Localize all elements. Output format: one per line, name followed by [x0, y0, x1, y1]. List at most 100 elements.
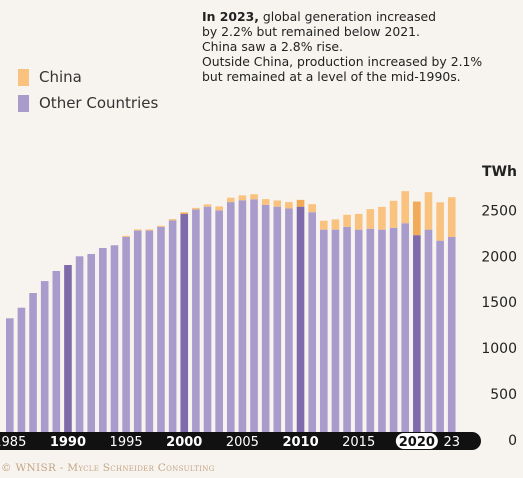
bar-other-1995 [122, 236, 130, 440]
bar-china-2005 [238, 195, 247, 201]
bar-other-2009 [285, 208, 293, 440]
bar-china-1999 [168, 219, 177, 221]
bar-china-2002 [203, 204, 212, 207]
bar-other-2012 [320, 229, 328, 440]
bar-other-2016 [366, 228, 375, 440]
x-label-1985: 1985 [0, 435, 26, 450]
bar-other-1998 [157, 226, 165, 440]
bar-other-1990 [64, 265, 72, 440]
bar-other-2014 [343, 226, 351, 440]
bar-other-2019 [401, 223, 410, 440]
bar-china-2016 [366, 209, 375, 229]
bar-other-1996 [133, 230, 142, 440]
bar-other-2005 [238, 200, 247, 440]
legend-label-china: China [39, 68, 82, 86]
bar-china-2004 [226, 197, 235, 203]
bar-china-2012 [320, 220, 328, 230]
bar-china-2008 [273, 200, 282, 207]
credit: © WNISR - Mycle Schneider Consulting [1, 462, 215, 474]
bar-other-1987 [29, 293, 37, 440]
bar-other-2011 [308, 212, 316, 440]
bar-other-2023 [447, 236, 456, 440]
x-label-1995: 1995 [110, 435, 143, 450]
legend-item-other: Other Countries [18, 90, 158, 116]
bar-china-1998 [157, 225, 165, 227]
bar-china-2009 [285, 202, 293, 209]
x-label-2010: 2010 [282, 435, 318, 450]
bar-other-2007 [261, 204, 270, 440]
bar-china-2000 [180, 212, 189, 215]
bar-other-2018 [389, 227, 398, 440]
bar-china-1995 [122, 235, 130, 237]
bar-other-1997 [145, 230, 154, 440]
bar-other-1999 [168, 220, 177, 440]
bar-china-2013 [331, 219, 340, 230]
bar-other-2015 [354, 229, 363, 440]
bar-china-2015 [354, 213, 363, 230]
bar-other-2008 [273, 206, 282, 440]
y-tick-2000: 2000 [481, 249, 517, 265]
bar-other-2001 [192, 209, 200, 440]
bar-other-1989 [52, 270, 61, 440]
y-tick-0: 0 [508, 433, 517, 449]
bar-china-2021 [424, 192, 433, 230]
x-label-2015: 2015 [342, 435, 375, 450]
bar-china-2014 [343, 214, 351, 227]
x-label-highlight-bg [395, 433, 438, 449]
bar-other-2003 [215, 210, 223, 440]
bar-other-1993 [99, 248, 107, 440]
bar-other-2017 [378, 229, 386, 440]
x-label-2005: 2005 [226, 435, 259, 450]
bar-china-2019 [401, 191, 410, 224]
bar-other-1985 [6, 318, 14, 440]
bar-other-2000 [180, 214, 189, 440]
legend: China Other Countries [18, 64, 158, 116]
legend-item-china: China [18, 64, 158, 90]
annotation-line-3: China saw a 2.8% rise. [202, 39, 343, 54]
annotation-line-5: but remained at a level of the mid-1990s… [202, 69, 461, 84]
x-label-1990: 1990 [50, 435, 86, 450]
y-tick-1000: 1000 [481, 341, 517, 357]
bar-china-2006 [250, 194, 258, 200]
bar-china-2018 [389, 200, 398, 228]
y-tick-1500: 1500 [481, 295, 517, 311]
x-label-2020: 2020 [399, 435, 435, 450]
bar-china-1997 [145, 229, 154, 231]
annotation-line-2: by 2.2% but remained below 2021. [202, 24, 420, 39]
y-unit-label: TWh [482, 164, 517, 180]
bar-other-1991 [75, 256, 84, 440]
y-tick-2500: 2500 [481, 203, 517, 219]
bar-china-2022 [436, 202, 444, 241]
bar-other-2004 [226, 202, 235, 440]
y-tick-500: 500 [490, 387, 517, 403]
bar-china-2017 [378, 206, 386, 230]
x-label-2000: 2000 [166, 435, 202, 450]
bar-other-2020 [413, 235, 421, 440]
annotation-lead: In 2023, [202, 9, 259, 24]
legend-swatch-china [18, 68, 29, 86]
bar-other-2010 [296, 206, 305, 440]
bar-other-2022 [436, 240, 444, 440]
bar-china-2003 [215, 206, 223, 211]
x-axis-band [0, 432, 481, 450]
bar-china-2007 [261, 199, 270, 205]
bar-other-1992 [87, 253, 96, 440]
x-label-23: 23 [443, 435, 460, 450]
bar-other-2021 [424, 229, 433, 440]
bar-other-1994 [110, 245, 119, 440]
bar-other-1986 [17, 307, 26, 440]
bar-china-2011 [308, 204, 316, 213]
annotation: In 2023, global generation increased by … [202, 9, 482, 84]
annotation-line-4: Outside China, production increased by 2… [202, 54, 483, 69]
legend-label-other: Other Countries [39, 94, 159, 112]
bar-china-2010 [296, 199, 305, 207]
annotation-line-1: global generation increased [258, 9, 437, 24]
bar-other-2006 [250, 199, 258, 440]
bar-china-2023 [447, 197, 456, 237]
bar-china-1996 [133, 229, 142, 231]
bar-other-2002 [203, 206, 212, 440]
bar-china-2001 [192, 207, 200, 210]
bar-other-1988 [40, 281, 49, 440]
bar-china-2020 [413, 201, 421, 236]
